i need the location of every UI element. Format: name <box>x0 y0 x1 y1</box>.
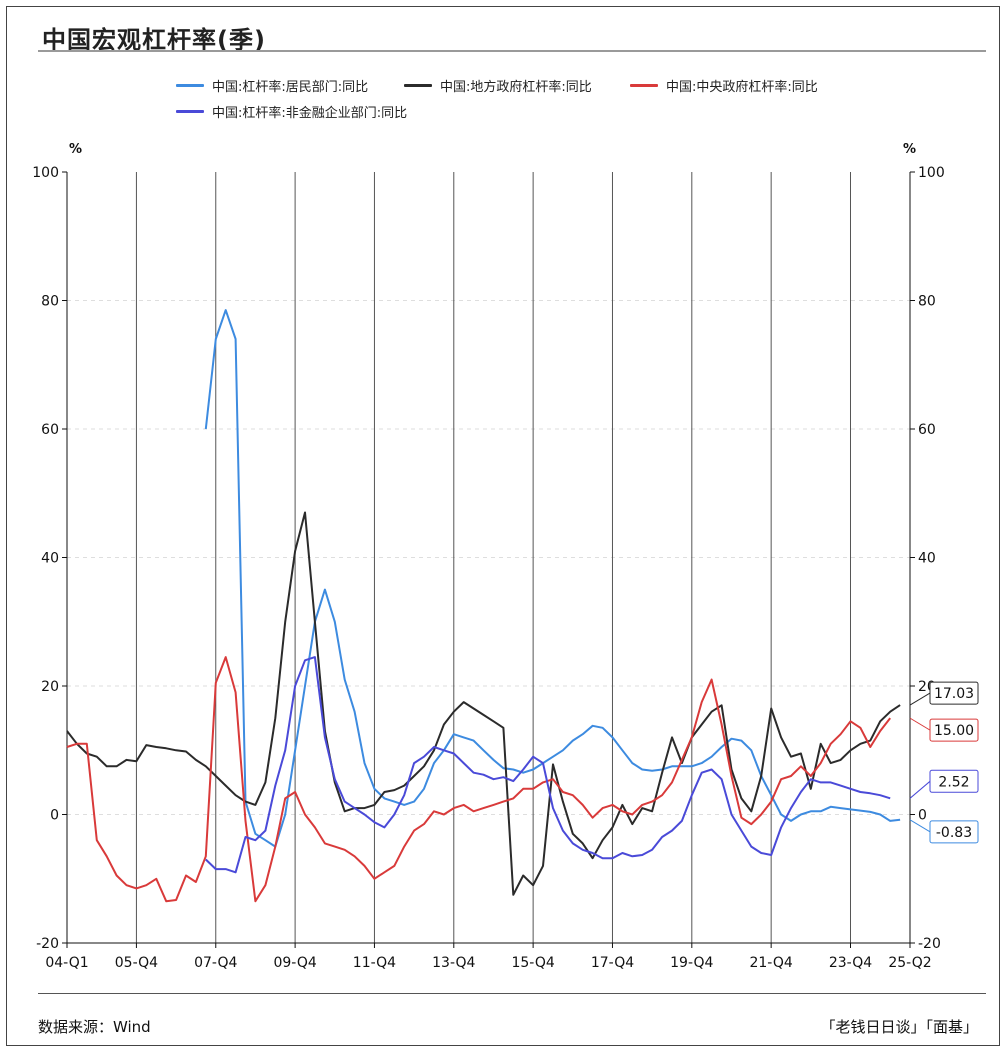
x-tick-label: 25-Q2 <box>888 955 931 971</box>
end-label-box <box>929 718 979 742</box>
y-axis-unit-left: % <box>69 142 83 157</box>
y-tick-label-right: 100 <box>918 165 945 181</box>
chart-frame <box>6 6 1000 1046</box>
end-label-household: -0.83 <box>936 825 972 841</box>
end-label-box <box>929 681 979 705</box>
legend-label-nonfin-corp: 中国:杠杆率:非金融企业部门:同比 <box>212 106 408 121</box>
y-tick-label-right: 80 <box>918 294 936 310</box>
legend-item-household[interactable]: 中国:杠杆率:居民部门:同比 <box>176 76 368 95</box>
x-tick-label: 23-Q4 <box>829 955 872 971</box>
x-tick-label: 09-Q4 <box>273 955 316 971</box>
y-tick-label-left: 60 <box>41 422 59 438</box>
series-line-household[interactable] <box>204 309 901 848</box>
legend-label-central-gov: 中国:中央政府杠杆率:同比 <box>666 80 818 95</box>
legend-swatch-household <box>176 84 204 87</box>
x-tick-label: 13-Q4 <box>432 955 475 971</box>
footer-divider <box>38 993 986 994</box>
legend-item-local-gov[interactable]: 中国:地方政府杠杆率:同比 <box>404 76 592 95</box>
x-tick-label: 21-Q4 <box>749 955 792 971</box>
y-tick-label-left: 100 <box>32 165 59 181</box>
x-tick-label: 04-Q1 <box>45 955 88 971</box>
legend-item-nonfin-corp[interactable]: 中国:杠杆率:非金融企业部门:同比 <box>176 102 407 121</box>
x-tick-label: 07-Q4 <box>194 955 237 971</box>
end-label-leader <box>909 819 931 833</box>
x-tick-label: 11-Q4 <box>353 955 396 971</box>
y-tick-label-right: 60 <box>918 422 936 438</box>
end-label-box <box>929 820 979 844</box>
end-label-leader <box>909 717 931 731</box>
end-label-nonfin-corp: 2.52 <box>938 774 969 790</box>
y-tick-label-right: -20 <box>918 936 941 952</box>
legend-item-central-gov[interactable]: 中国:中央政府杠杆率:同比 <box>630 76 818 95</box>
end-label-central-gov: 15.00 <box>934 723 974 739</box>
legend-label-local-gov: 中国:地方政府杠杆率:同比 <box>440 80 592 95</box>
title-divider <box>38 50 986 52</box>
y-tick-label-left: 20 <box>41 679 59 695</box>
legend-swatch-nonfin-corp <box>176 110 204 113</box>
y-tick-label-left: 40 <box>41 551 59 567</box>
y-axis-unit-right: % <box>903 142 917 157</box>
y-tick-label-right: 0 <box>918 808 927 824</box>
source-note: 数据来源：Wind <box>38 1018 151 1036</box>
x-tick-label: 17-Q4 <box>591 955 634 971</box>
chart-title: 中国宏观杠杆率(季) <box>42 26 266 54</box>
x-tick-label: 05-Q4 <box>115 955 158 971</box>
series-line-local-gov[interactable] <box>66 511 901 896</box>
y-tick-label-right: 40 <box>918 551 936 567</box>
y-tick-label-left: 80 <box>41 294 59 310</box>
x-tick-label: 15-Q4 <box>511 955 554 971</box>
legend-swatch-local-gov <box>404 84 432 87</box>
end-label-leader <box>909 780 931 799</box>
end-label-box <box>929 769 979 793</box>
legend-label-household: 中国:杠杆率:居民部门:同比 <box>212 80 369 95</box>
series-line-nonfin-corp[interactable] <box>205 656 891 874</box>
end-label-leader <box>909 692 931 706</box>
credit-note: 「老钱日日谈」「面基」 <box>820 1018 978 1036</box>
y-tick-label-left: 0 <box>50 808 59 824</box>
x-tick-label: 19-Q4 <box>670 955 713 971</box>
end-label-local-gov: 17.03 <box>934 686 974 702</box>
series-line-central-gov[interactable] <box>66 656 891 903</box>
y-tick-label-left: -20 <box>36 936 59 952</box>
legend-swatch-central-gov <box>630 84 658 87</box>
